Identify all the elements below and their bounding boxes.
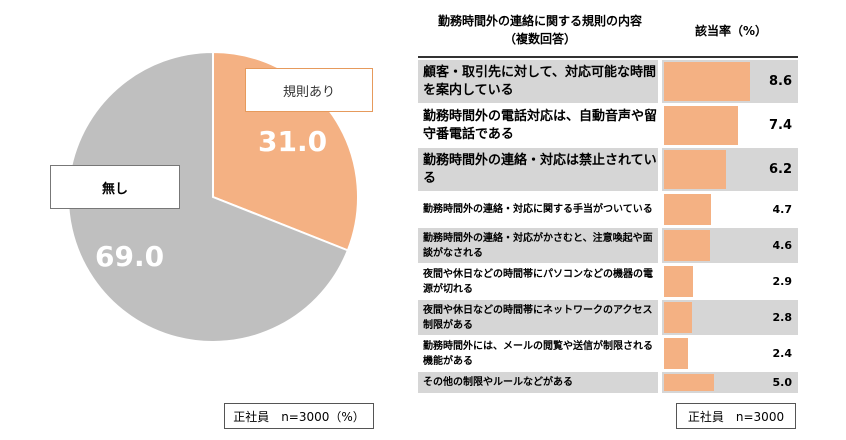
bar — [664, 374, 714, 391]
bar-cell: 2.8 — [662, 300, 798, 335]
bar — [664, 194, 711, 225]
pie-value-yes: 31.0 — [258, 125, 328, 158]
bar-value: 2.8 — [772, 311, 793, 324]
bar-cell: 7.4 — [662, 104, 798, 147]
pie-chart — [67, 50, 359, 343]
bar-cell: 6.2 — [662, 148, 798, 191]
row-label: 勤務時間外の電話対応は、自動音声や留守番電話である — [423, 108, 658, 142]
bar-value: 4.7 — [772, 203, 793, 216]
row-label: 勤務時間外の連絡・対応は禁止されている — [418, 148, 658, 191]
bar-value: 2.4 — [772, 347, 793, 360]
table-row: 勤務時間外の連絡・対応は禁止されている 6.2 — [418, 148, 798, 192]
bar-value: 6.2 — [768, 162, 792, 177]
header-rule-content: 勤務時間外の連絡に関する規則の内容 （複数回答） — [418, 12, 662, 48]
bar — [664, 230, 710, 261]
pie-sample-note: 正社員 n=3000（%） — [224, 403, 374, 429]
bar-cell: 4.6 — [662, 228, 798, 263]
bar-cell: 2.4 — [662, 336, 798, 371]
header-rule-line2: （複数回答） — [503, 32, 576, 46]
table-row: 顧客・取引先に対して、対応可能な時間を案内している 8.6 — [418, 60, 798, 104]
bar-value: 2.9 — [772, 275, 793, 288]
row-label: 夜間や休日などの時間帯にネットワークのアクセス制限がある — [418, 300, 658, 335]
bar — [664, 266, 693, 297]
bar-sample-note: 正社員 n=3000 — [676, 403, 796, 429]
bar — [664, 150, 726, 189]
rules-table: 勤務時間外の連絡に関する規則の内容 （複数回答） 該当率（%） 顧客・取引先に対… — [418, 10, 798, 394]
table-row: 夜間や休日などの時間帯にパソコンなどの機器の電源が切れる 2.9 — [418, 264, 798, 300]
bar — [664, 106, 738, 145]
bar — [664, 62, 750, 101]
header-rule-line1: 勤務時間外の連絡に関する規則の内容 — [437, 14, 642, 28]
row-label: 勤務時間外の連絡・対応がかさむと、注意喚起や面談がなされる — [418, 228, 658, 263]
bar-value: 4.6 — [772, 239, 793, 252]
row-label: 勤務時間外には、メールの閲覧や送信が制限される機能がある — [423, 340, 653, 367]
table-row: その他の制限やルールなどがある 5.0 — [418, 372, 798, 394]
pie-label-no: 無し — [50, 165, 180, 209]
row-label: 夜間や休日などの時間帯にパソコンなどの機器の電源が切れる — [423, 268, 653, 295]
row-label: 勤務時間外の連絡・対応に関する手当がついている — [423, 204, 653, 215]
bar — [664, 302, 692, 333]
bar-cell: 5.0 — [662, 372, 798, 393]
table-row: 勤務時間外の連絡・対応がかさむと、注意喚起や面談がなされる 4.6 — [418, 228, 798, 264]
table-row: 勤務時間外には、メールの閲覧や送信が制限される機能がある 2.4 — [418, 336, 798, 372]
bar-value: 8.6 — [768, 74, 792, 89]
bar-cell: 2.9 — [662, 264, 798, 299]
bar-value: 5.0 — [772, 376, 793, 389]
table-row: 勤務時間外の連絡・対応に関する手当がついている 4.7 — [418, 192, 798, 228]
pie-label-yes: 規則あり — [245, 68, 373, 112]
bar-value: 7.4 — [768, 118, 792, 133]
table-row: 勤務時間外の電話対応は、自動音声や留守番電話である 7.4 — [418, 104, 798, 148]
bar — [664, 338, 688, 369]
pie-value-no: 69.0 — [95, 240, 165, 273]
bar-cell: 4.7 — [662, 192, 798, 227]
row-label: 顧客・取引先に対して、対応可能な時間を案内している — [418, 60, 658, 103]
bar-cell: 8.6 — [662, 60, 798, 103]
pie-slice-1 — [67, 50, 350, 343]
table-row: 夜間や休日などの時間帯にネットワークのアクセス制限がある 2.8 — [418, 300, 798, 336]
table-header: 勤務時間外の連絡に関する規則の内容 （複数回答） 該当率（%） — [418, 10, 798, 58]
row-label: その他の制限やルールなどがある — [418, 372, 658, 393]
header-rate: 該当率（%） — [694, 24, 768, 38]
